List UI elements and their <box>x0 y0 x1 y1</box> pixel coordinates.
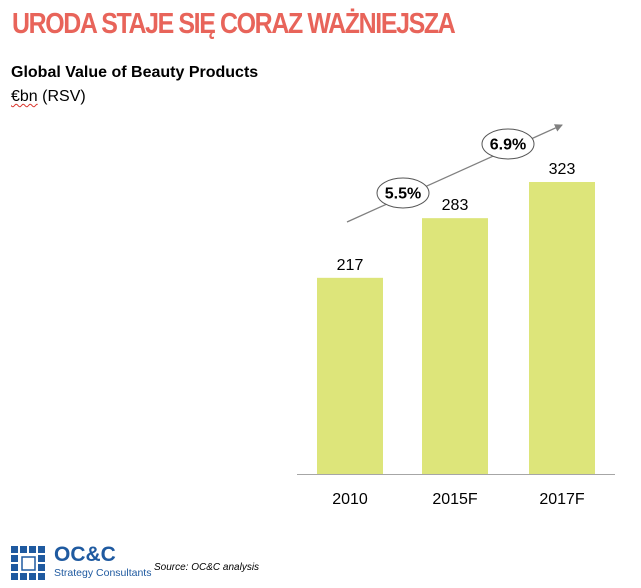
growth-ellipse <box>481 128 535 160</box>
value-label: 323 <box>549 161 576 178</box>
chart-unit: €bn <box>11 88 38 105</box>
growth-rate-label: 5.5% <box>385 186 421 203</box>
logo-name: OC&C <box>54 543 116 566</box>
bar-chart: 2010 2015F 2017F 217 283 323 5.5% 6.9% <box>297 124 615 508</box>
growth-rate-label: 6.9% <box>490 137 526 154</box>
page-headline: URODA STAJE SIĘ CORAZ WAŻNIEJSZA <box>12 8 456 40</box>
category-label: 2017F <box>539 491 585 508</box>
occ-logo-mark-icon <box>11 546 45 580</box>
chart-title: Global Value of Beauty Products <box>11 64 259 81</box>
growth-ellipse <box>376 177 430 209</box>
bar-2017F <box>529 182 595 474</box>
bar-2015F <box>422 218 488 474</box>
category-label: 2015F <box>432 491 478 508</box>
source-note: Source: OC&C analysis <box>154 562 260 573</box>
occ-logo: OC&C Strategy Consultants <box>10 543 152 581</box>
value-label: 217 <box>337 257 364 274</box>
chart-unit-suffix: (RSV) <box>37 88 86 105</box>
logo-tagline: Strategy Consultants <box>54 567 152 579</box>
value-label: 283 <box>442 197 469 214</box>
bar-2010 <box>317 277 383 474</box>
chart-subtitle: €bn (RSV) <box>11 88 86 106</box>
category-label: 2010 <box>332 491 368 508</box>
